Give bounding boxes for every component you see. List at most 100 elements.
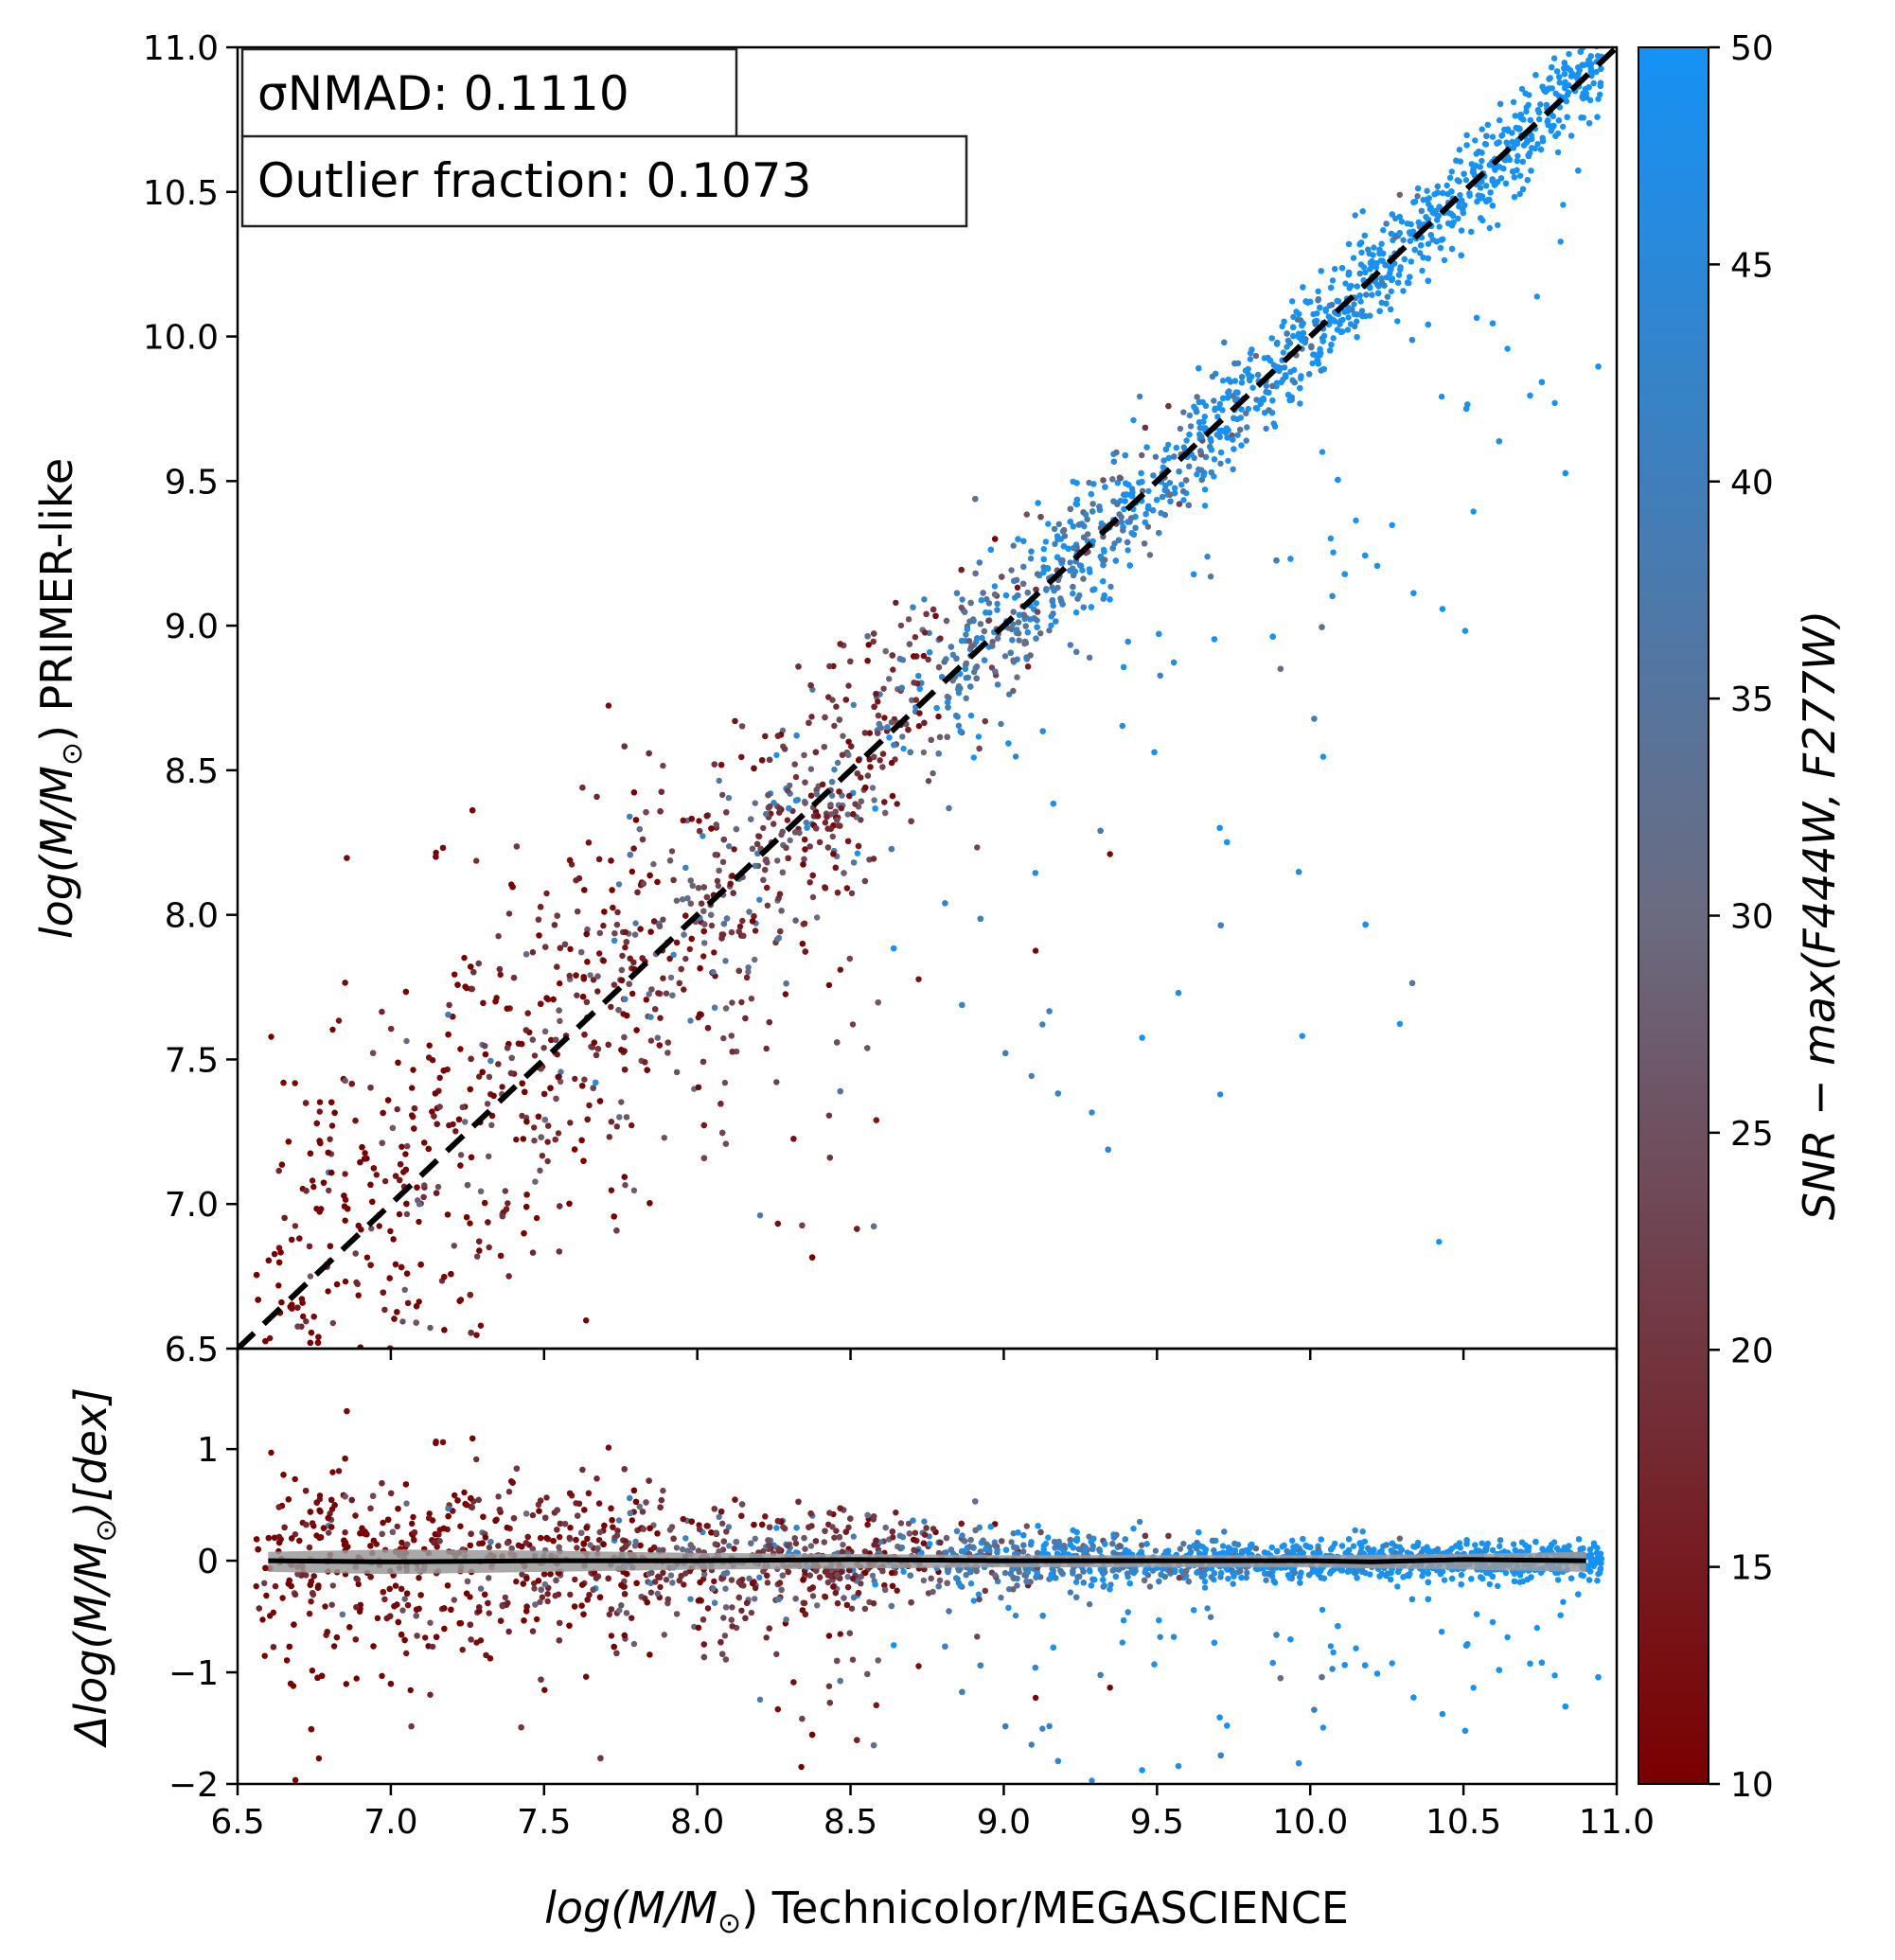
main-data-point xyxy=(543,890,550,897)
main-data-point xyxy=(474,1253,481,1260)
main-data-point xyxy=(1400,237,1407,243)
main-data-point xyxy=(1151,749,1158,755)
residual-data-point xyxy=(900,1568,907,1575)
main-data-point xyxy=(353,1354,359,1360)
main-data-point xyxy=(1006,691,1013,697)
main-data-point xyxy=(1089,1109,1095,1116)
main-data-point xyxy=(1310,310,1317,318)
main-data-point xyxy=(1156,529,1162,537)
main-data-point xyxy=(1311,715,1318,722)
residual-data-point xyxy=(544,1591,551,1598)
residual-data-point xyxy=(572,1576,578,1583)
residual-data-point xyxy=(322,1603,328,1610)
main-data-point xyxy=(1388,288,1395,294)
main-data-point xyxy=(1454,177,1461,184)
main-data-point xyxy=(915,723,923,730)
main-data-point xyxy=(416,1298,422,1305)
main-data-point xyxy=(1425,321,1432,328)
main-data-point xyxy=(1332,266,1338,273)
main-data-point xyxy=(1208,447,1215,453)
main-data-point xyxy=(639,836,646,843)
main-data-point xyxy=(1408,980,1416,987)
main-data-point xyxy=(566,856,574,864)
main-data-point xyxy=(954,714,961,720)
main-data-point xyxy=(1136,393,1143,400)
main-data-point xyxy=(1408,337,1416,344)
main-data-point xyxy=(682,864,689,872)
main-data-point xyxy=(590,977,597,983)
main-data-point xyxy=(529,1036,536,1043)
main-data-point xyxy=(413,1319,419,1326)
main-data-point xyxy=(265,1257,272,1264)
main-data-point xyxy=(813,790,820,798)
main-data-point xyxy=(1191,403,1197,410)
main-data-point xyxy=(1405,279,1411,286)
residual-data-point xyxy=(263,1592,270,1599)
main-data-point xyxy=(983,609,989,616)
main-y-tick-label: 9.5 xyxy=(165,463,219,502)
main-data-point xyxy=(1048,622,1054,629)
main-data-point xyxy=(325,1149,331,1157)
main-data-point xyxy=(632,920,639,927)
main-data-point xyxy=(1088,604,1095,610)
main-data-point xyxy=(708,825,715,832)
main-data-point xyxy=(700,1058,707,1066)
main-data-point xyxy=(1126,562,1133,569)
main-data-point xyxy=(1015,630,1022,637)
main-data-point xyxy=(468,1055,474,1063)
main-data-point xyxy=(866,730,873,736)
main-data-point xyxy=(414,1184,420,1191)
main-data-point xyxy=(877,757,883,764)
main-data-point xyxy=(459,1104,466,1111)
main-data-point xyxy=(477,1322,485,1329)
main-data-point xyxy=(1328,284,1335,291)
residual-data-point xyxy=(630,1640,638,1648)
main-data-point xyxy=(1367,266,1373,273)
main-data-point xyxy=(1107,851,1113,857)
main-data-point xyxy=(670,951,677,959)
main-data-point xyxy=(384,1354,390,1360)
main-data-point xyxy=(1472,137,1479,144)
main-data-point xyxy=(1396,191,1404,198)
main-data-point xyxy=(529,949,537,956)
residual-data-point xyxy=(401,1596,408,1602)
main-data-point xyxy=(622,928,629,936)
main-data-point xyxy=(1484,121,1492,129)
main-data-point xyxy=(1175,989,1182,997)
main-data-point xyxy=(980,590,986,596)
main-data-point xyxy=(673,897,681,904)
main-data-point xyxy=(1352,212,1358,219)
main-data-point xyxy=(751,765,757,771)
main-data-point xyxy=(656,1042,663,1049)
residual-data-point xyxy=(429,1643,436,1651)
main-data-point xyxy=(618,1047,625,1053)
main-data-point xyxy=(608,1003,614,1011)
main-data-point xyxy=(1341,571,1348,577)
residual-data-point xyxy=(1470,1685,1477,1691)
residual-data-point xyxy=(543,1494,550,1501)
main-data-point xyxy=(1371,244,1377,251)
main-data-point xyxy=(618,1099,625,1105)
main-data-point xyxy=(1417,250,1424,256)
main-data-point xyxy=(554,963,560,970)
residual-data-point xyxy=(1039,1725,1046,1732)
residual-data-point xyxy=(1201,1584,1209,1591)
main-data-point xyxy=(767,803,773,810)
main-data-point xyxy=(1130,531,1138,538)
main-data-point xyxy=(1597,82,1604,89)
main-data-point xyxy=(657,808,664,815)
main-data-point xyxy=(1352,323,1358,330)
main-data-point xyxy=(739,917,746,925)
main-data-point xyxy=(871,630,877,637)
main-data-point xyxy=(1007,649,1014,656)
residual-data-point xyxy=(869,1572,877,1580)
main-data-point xyxy=(502,1188,508,1194)
main-data-point xyxy=(1545,121,1552,129)
main-data-point xyxy=(888,719,895,726)
main-data-point xyxy=(1387,270,1393,276)
main-data-point xyxy=(1086,654,1093,661)
main-data-point xyxy=(854,1226,860,1232)
main-data-point xyxy=(773,1079,780,1086)
main-data-point xyxy=(1217,449,1225,456)
main-data-point xyxy=(1015,592,1021,599)
